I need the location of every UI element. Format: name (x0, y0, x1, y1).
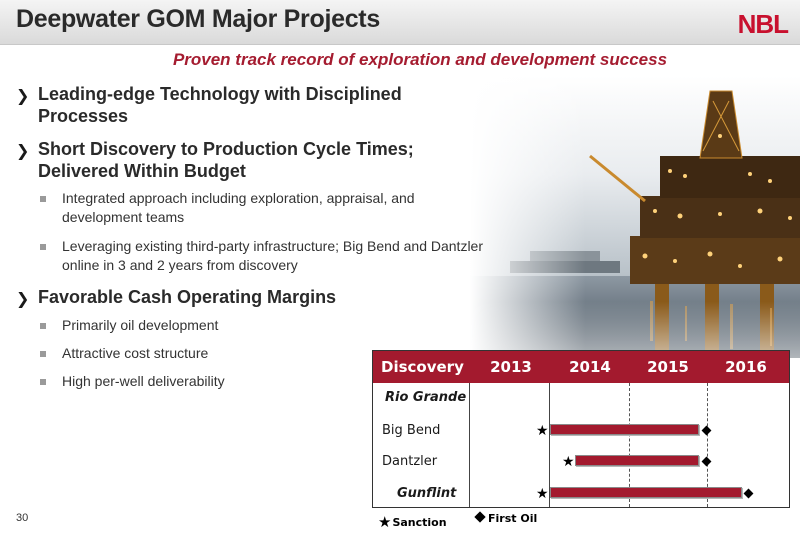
sanction-star-icon: ★ (536, 422, 549, 438)
year-divider (629, 383, 630, 507)
bullet-text: Short Discovery to Production Cycle Time… (38, 139, 414, 181)
header-discovery: Discovery (381, 358, 464, 376)
legend-label: Sanction (392, 516, 447, 529)
label-column-divider (469, 383, 470, 507)
star-icon: ★ (378, 513, 392, 531)
sub-bullet-text: Leveraging existing third-party infrastr… (62, 238, 483, 273)
sub-bullet-text: Primarily oil development (62, 317, 219, 333)
sub-bullet: Integrated approach including exploratio… (16, 189, 496, 227)
slide-subtitle: Proven track record of exploration and d… (0, 50, 800, 70)
year-divider (707, 383, 708, 507)
subtitle-text: Proven track record of exploration and d… (172, 50, 668, 69)
bullet-text: Favorable Cash Operating Margins (38, 287, 337, 307)
timeline-header-row: Discovery 2013 2014 2015 2016 (373, 351, 789, 383)
slide-title: Deepwater GOM Major Projects (16, 5, 380, 33)
header-year-2013: 2013 (490, 358, 532, 376)
sub-bullet-text: High per-well deliverability (62, 373, 225, 389)
chevron-right-icon: ❯ (16, 88, 30, 105)
bullet-cycle-times: ❯ Short Discovery to Production Cycle Ti… (16, 138, 496, 182)
header-year-2015: 2015 (647, 358, 689, 376)
sub-bullet: Attractive cost structure (16, 344, 496, 363)
sub-bullet-text: Integrated approach including exploratio… (62, 190, 415, 225)
bullet-text: Leading-edge Technology with Disciplined… (38, 84, 402, 126)
diamond-icon (474, 511, 486, 523)
header-year-2014: 2014 (569, 358, 611, 376)
sub-bullet: Primarily oil development (16, 316, 496, 335)
timeline-bar-gunflint (550, 487, 742, 498)
project-timeline-table: Discovery 2013 2014 2015 2016 Rio Grande… (372, 350, 790, 508)
square-bullet-icon (40, 323, 46, 329)
timeline-bar-big-bend (550, 424, 699, 435)
sub-bullet-text: Attractive cost structure (62, 345, 209, 361)
header-band: Deepwater GOM Major Projects NBL (0, 0, 800, 45)
sub-bullet: High per-well deliverability (16, 372, 496, 391)
chevron-right-icon: ❯ (16, 291, 30, 308)
bullet-technology: ❯ Leading-edge Technology with Disciplin… (16, 83, 496, 127)
legend-first-oil: First Oil (474, 511, 538, 525)
legend-sanction: ★Sanction (378, 512, 447, 531)
bullet-margins: ❯ Favorable Cash Operating Margins (16, 286, 496, 308)
sanction-star-icon: ★ (536, 485, 549, 501)
legend-label: First Oil (488, 512, 538, 525)
project-big-bend: Big Bend (382, 423, 441, 438)
first-oil-diamond-icon (743, 488, 754, 499)
header-year-2016: 2016 (725, 358, 767, 376)
company-logo: NBL (737, 9, 789, 39)
sub-bullet: Leveraging existing third-party infrastr… (16, 237, 496, 275)
sanction-star-icon: ★ (562, 453, 575, 469)
offshore-platform-image (470, 76, 800, 358)
bullet-list: ❯ Leading-edge Technology with Disciplin… (16, 80, 496, 391)
project-gunflint: Gunflint (397, 486, 457, 501)
square-bullet-icon (40, 379, 46, 385)
square-bullet-icon (40, 244, 46, 250)
first-oil-diamond-icon (701, 456, 712, 467)
chevron-right-icon: ❯ (16, 143, 30, 160)
first-oil-diamond-icon (701, 425, 712, 436)
timeline-bar-dantzler (575, 455, 699, 466)
project-rio-grande: Rio Grande (385, 390, 467, 405)
year-divider (549, 383, 550, 507)
project-dantzler: Dantzler (382, 454, 438, 469)
square-bullet-icon (40, 196, 46, 202)
page-number: 30 (16, 512, 29, 524)
square-bullet-icon (40, 351, 46, 357)
